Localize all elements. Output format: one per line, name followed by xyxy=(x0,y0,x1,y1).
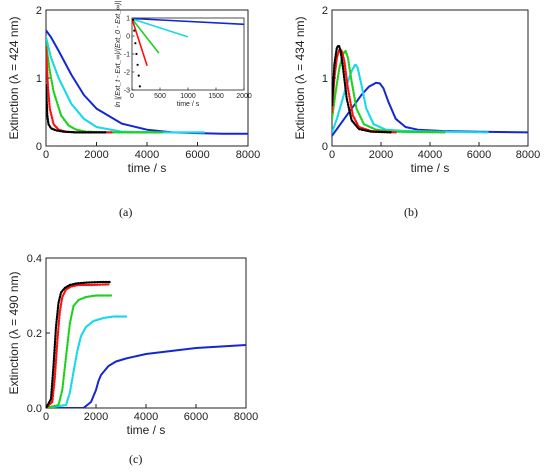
inset-x-tick-label: 0 xyxy=(130,93,134,100)
caption-b: (b) xyxy=(404,205,418,219)
x-tick-label: 0 xyxy=(329,149,335,161)
series-line xyxy=(46,46,113,134)
y-tick-label: 0 xyxy=(36,141,42,153)
series-line xyxy=(332,48,397,134)
y-axis-label: Extinction (λ = 490 nm) xyxy=(7,271,21,394)
x-tick-label: 2000 xyxy=(84,411,108,423)
caption-a: (a) xyxy=(119,205,133,219)
series-line xyxy=(46,280,113,408)
series-line xyxy=(46,83,108,134)
series-group xyxy=(332,44,528,137)
x-tick-label: 6000 xyxy=(185,149,209,161)
plot-frame xyxy=(331,9,529,147)
x-tick-label: 8000 xyxy=(516,149,540,161)
inset-y-tick-label: -3 xyxy=(124,88,130,95)
inset-y-tick-label: -1 xyxy=(124,52,130,59)
y-tick-label: 0.0 xyxy=(27,403,42,415)
inset-x-tick-label: 1500 xyxy=(208,93,224,100)
x-tick-label: 2000 xyxy=(84,149,108,161)
y-axis-label: Extinction (λ = 424 nm) xyxy=(7,16,21,139)
y-tick-label: 1 xyxy=(36,73,42,85)
series-line xyxy=(46,294,113,408)
inset-x-axis-label: time / s xyxy=(177,101,200,108)
inset-y-tick-label: 0 xyxy=(126,34,130,41)
inset-point xyxy=(138,85,141,88)
inset-point xyxy=(137,74,140,77)
inset-y-axis-label: ln |(Ext_t - Ext_∞)/(Ext_0 - Ext_∞)| xyxy=(115,1,122,108)
x-axis-label: time / s xyxy=(128,161,167,175)
x-tick-label: 0 xyxy=(43,149,49,161)
series-line xyxy=(46,315,128,408)
x-axis-label: time / s xyxy=(127,423,166,437)
plot-frame xyxy=(45,257,247,409)
y-tick-label: 0.2 xyxy=(27,328,42,340)
inset-point xyxy=(135,52,138,56)
y-axis-label: Extinction (λ = 434 nm) xyxy=(293,16,307,139)
y-tick-label: 2 xyxy=(322,5,328,17)
chart-panel-b: 0 2000 4000 6000 8000 0 1 2 time / s Extinction (… xyxy=(293,5,540,175)
inset-x-tick-label: 1000 xyxy=(180,93,196,100)
inset-y-tick-label: -2 xyxy=(124,70,130,77)
inset-x-tick-label: 2000 xyxy=(236,93,252,100)
x-tick-label: 4000 xyxy=(135,149,159,161)
series-line xyxy=(332,49,446,134)
y-tick-label: 2 xyxy=(36,5,42,17)
x-tick-label: 4000 xyxy=(134,411,158,423)
x-tick-label: 8000 xyxy=(236,149,260,161)
inset-series-line xyxy=(131,17,245,26)
caption-c: (c) xyxy=(129,452,143,466)
series-group xyxy=(46,29,248,135)
x-tick-label: 4000 xyxy=(418,149,442,161)
inset-chart: 0 500 1000 1500 2000 1 0 -1 -2 -3 time / s ln |(Ext… xyxy=(115,1,252,108)
series-line xyxy=(332,44,392,134)
inset-point xyxy=(134,42,137,45)
y-tick-label: 0.4 xyxy=(27,253,42,265)
inset-series-line xyxy=(131,18,189,38)
inset-series-line xyxy=(131,18,160,54)
series-line xyxy=(46,283,110,408)
inset-point xyxy=(136,63,139,66)
x-axis-label: time / s xyxy=(411,161,450,175)
x-tick-label: 8000 xyxy=(234,411,258,423)
inset-y-tick-label: 1 xyxy=(126,16,130,23)
chart-panel-a: 0 2000 4000 6000 8000 0 1 2 time / s Extinction (… xyxy=(7,1,260,175)
x-tick-label: 0 xyxy=(43,411,49,423)
y-tick-label: 1 xyxy=(322,73,328,85)
series-group xyxy=(46,280,246,408)
x-tick-label: 6000 xyxy=(467,149,491,161)
inset-series-line xyxy=(131,18,148,66)
inset-x-tick-label: 500 xyxy=(154,93,166,100)
inset-point xyxy=(132,18,135,21)
x-tick-label: 6000 xyxy=(184,411,208,423)
y-tick-label: 0 xyxy=(322,141,328,153)
series-line xyxy=(46,344,246,408)
inset-frame xyxy=(131,17,245,91)
inset-point xyxy=(133,29,136,32)
x-tick-label: 2000 xyxy=(369,149,393,161)
chart-panel-c: 0 2000 4000 6000 8000 0.0 0.2 0.4 time / s Extinc… xyxy=(7,253,258,437)
